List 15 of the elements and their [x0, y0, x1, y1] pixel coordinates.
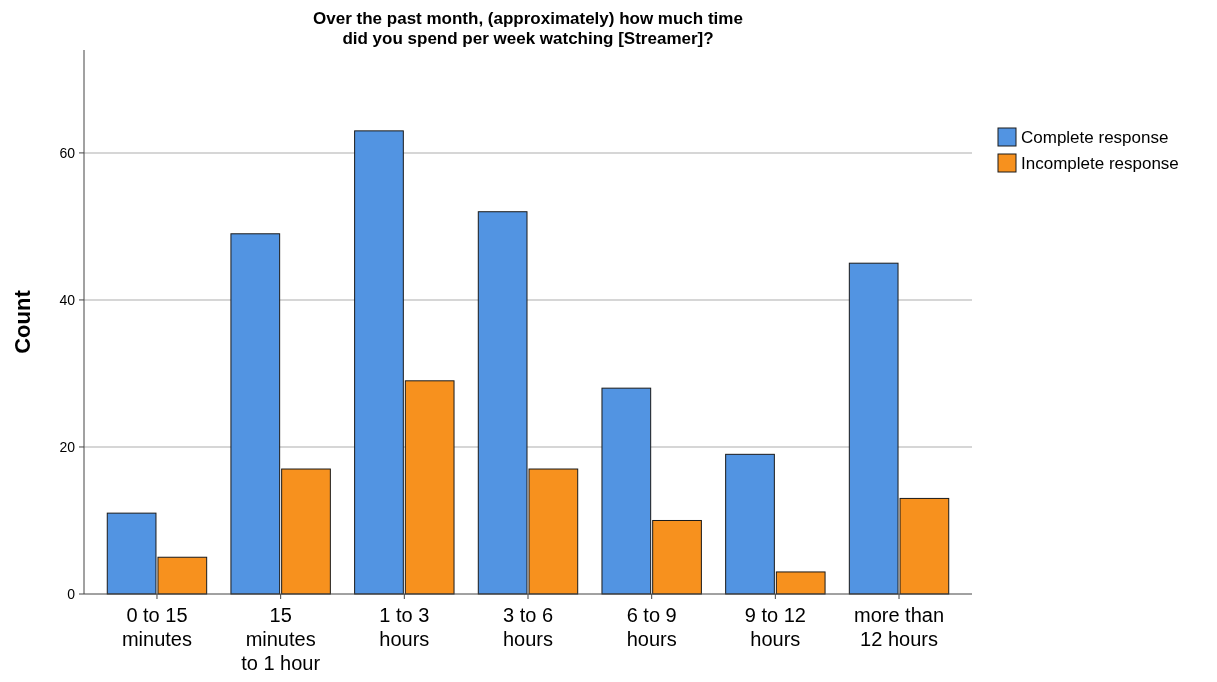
y-tick-label: 40 — [59, 291, 76, 308]
x-tick-label: 1 to 3 hours — [379, 604, 430, 650]
x-tick-label: 3 to 6 hours — [502, 604, 554, 650]
y-tick-label: 20 — [59, 438, 76, 455]
legend-label: Complete response — [1021, 127, 1169, 147]
x-tick-label: 9 to 12 hours — [744, 604, 806, 650]
chart-title: Over the past month, (approximately) how much time did you spend per week watching [Streamer]? — [313, 9, 743, 48]
y-axis-title: Count — [10, 289, 35, 354]
x-tick-label: more than 12 hours — [854, 604, 945, 650]
y-tick-label: 0 — [67, 585, 76, 602]
x-tick-label: 6 to 9 hours — [626, 604, 677, 650]
y-tick-label: 60 — [59, 144, 76, 161]
legend-label: Incomplete response — [1021, 153, 1179, 173]
x-tick-label: 0 to 15 minutes — [121, 604, 192, 650]
x-tick-label: 15 minutes to 1 hour — [241, 604, 321, 674]
